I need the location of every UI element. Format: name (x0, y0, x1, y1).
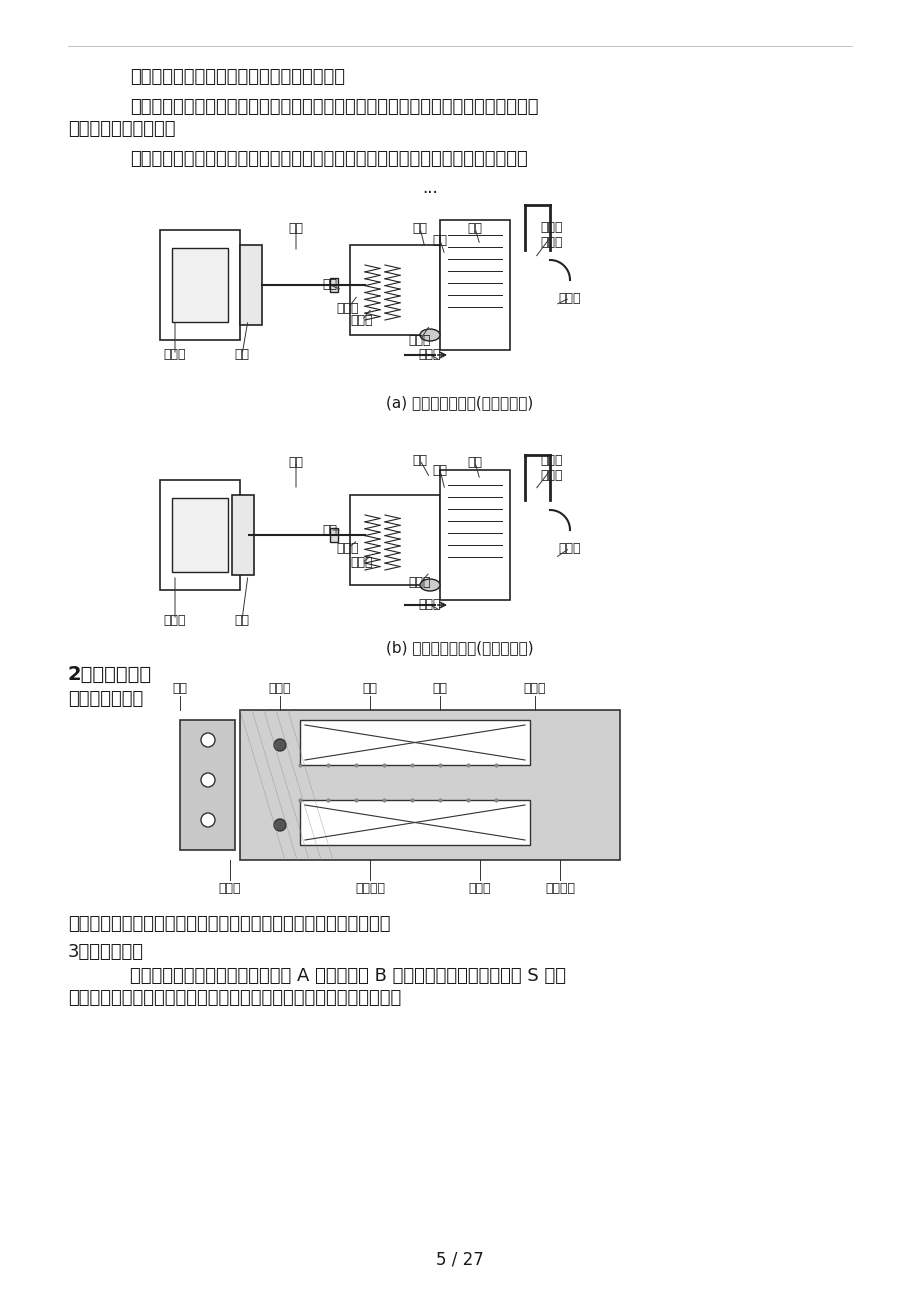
Bar (330, 279, 337, 292)
Bar (349, 245, 439, 335)
Text: 盛水桶
出水口: 盛水桶 出水口 (540, 454, 562, 482)
Bar (300, 799, 529, 845)
Text: 拉杆: 拉杆 (289, 221, 303, 234)
Text: 衔铁: 衔铁 (234, 613, 249, 626)
Bar (240, 245, 262, 326)
Text: 衔铁: 衔铁 (173, 681, 187, 694)
Text: 两组线圈的工作。具有吸力大、体积小、噪音低和安全性能高等优点。: 两组线圈的工作。具有吸力大、体积小、噪音低和安全性能高等优点。 (68, 990, 401, 1006)
Text: 外弹簧: 外弹簧 (350, 556, 373, 569)
Text: 绝缘层: 绝缘层 (469, 881, 491, 894)
Text: ···: ··· (422, 184, 437, 202)
Text: 外弹簧是压簧，由它将橡胶阀压紧在阀座上。: 外弹簧是压簧，由它将橡胶阀压紧在阀座上。 (130, 68, 345, 86)
Text: 结构如图所示，线圈分成吸合线圈 A 和保持线圈 B 两组，由其内部的微动开关 S 控制: 结构如图所示，线圈分成吸合线圈 A 和保持线圈 B 两组，由其内部的微动开关 S… (130, 967, 565, 986)
Bar (180, 720, 234, 850)
Ellipse shape (420, 579, 439, 591)
Text: 内弹簧是拉簧，处于拉紧状态，它把拉杆拉紧在导套上面对橡胶阀不起作用。排水阀与: 内弹簧是拉簧，处于拉紧状态，它把拉杆拉紧在导套上面对橡胶阀不起作用。排水阀与 (130, 98, 538, 116)
Ellipse shape (420, 329, 439, 341)
Bar (300, 720, 529, 766)
Bar (172, 247, 228, 322)
Text: 橡胶阀: 橡胶阀 (408, 333, 431, 346)
Text: 衔铁: 衔铁 (234, 349, 249, 362)
Text: 洗衣机分别处于洗涤、漂洗状态和排水、脱水状态时，排水电磁阀的状态如图所示。: 洗衣机分别处于洗涤、漂洗状态和排水、脱水状态时，排水电磁阀的状态如图所示。 (130, 150, 528, 168)
Bar (232, 495, 254, 575)
Bar (160, 230, 240, 340)
Text: 溢水口: 溢水口 (558, 542, 581, 555)
Text: 溢水口: 溢水口 (558, 292, 581, 305)
Circle shape (200, 812, 215, 827)
Text: 铁心: 铁心 (362, 681, 377, 694)
Text: 2．交流电磁铁: 2．交流电磁铁 (68, 665, 152, 684)
Text: 外极面: 外极面 (219, 881, 241, 894)
Bar (240, 710, 619, 861)
Text: (b) 排水、脱水状态(电磁铁通电): (b) 排水、脱水状态(电磁铁通电) (386, 641, 533, 655)
Text: 阀盖: 阀盖 (412, 453, 427, 466)
Bar (439, 470, 509, 600)
Text: 电磁铁由拉杆来连接。: 电磁铁由拉杆来连接。 (68, 120, 176, 138)
Text: 组成：铁心和衔铁都是硅钢片叠压铆接而成的，衔铁置于铁心之中。: 组成：铁心和衔铁都是硅钢片叠压铆接而成的，衔铁置于铁心之中。 (68, 915, 390, 934)
Text: 结构如图所示。: 结构如图所示。 (68, 690, 143, 708)
Text: 阀座: 阀座 (467, 456, 482, 469)
Text: 排水口: 排水口 (418, 599, 441, 612)
Text: 排水口: 排水口 (418, 349, 441, 362)
Text: 5 / 27: 5 / 27 (436, 1250, 483, 1268)
Circle shape (274, 740, 286, 751)
Circle shape (274, 819, 286, 831)
Circle shape (200, 733, 215, 747)
Text: 3．直流电磁铁: 3．直流电磁铁 (68, 943, 144, 961)
Text: 外弹簧: 外弹簧 (350, 314, 373, 327)
Text: 挡套: 挡套 (323, 279, 337, 292)
Text: 短路环: 短路环 (268, 681, 291, 694)
Text: 阀座: 阀座 (467, 221, 482, 234)
Text: 内弹簧: 内弹簧 (336, 542, 358, 555)
Text: 导套: 导套 (432, 233, 447, 246)
Text: 橡胶阀: 橡胶阀 (408, 577, 431, 590)
Text: 固定支架: 固定支架 (355, 881, 384, 894)
Text: 线圈骨架: 线圈骨架 (544, 881, 574, 894)
Text: 内弹簧: 内弹簧 (336, 302, 358, 315)
Text: 挡套: 挡套 (323, 523, 337, 536)
Text: 阀盖: 阀盖 (412, 221, 427, 234)
Text: (a) 洗涤、漂洗状态(电磁铁断电): (a) 洗涤、漂洗状态(电磁铁断电) (386, 395, 533, 410)
Bar (330, 529, 337, 542)
Bar (172, 497, 228, 572)
Text: 电磁铁: 电磁铁 (164, 349, 186, 362)
Bar (160, 480, 240, 590)
Text: 电磁铁: 电磁铁 (164, 613, 186, 626)
Text: 线圈: 线圈 (432, 681, 447, 694)
Bar (439, 220, 509, 350)
Text: 盛水桶
出水口: 盛水桶 出水口 (540, 221, 562, 249)
Text: 内极面: 内极面 (523, 681, 546, 694)
Circle shape (200, 773, 215, 786)
Text: 导套: 导套 (432, 464, 447, 477)
Text: 拉杆: 拉杆 (289, 456, 303, 469)
Bar (349, 495, 439, 585)
